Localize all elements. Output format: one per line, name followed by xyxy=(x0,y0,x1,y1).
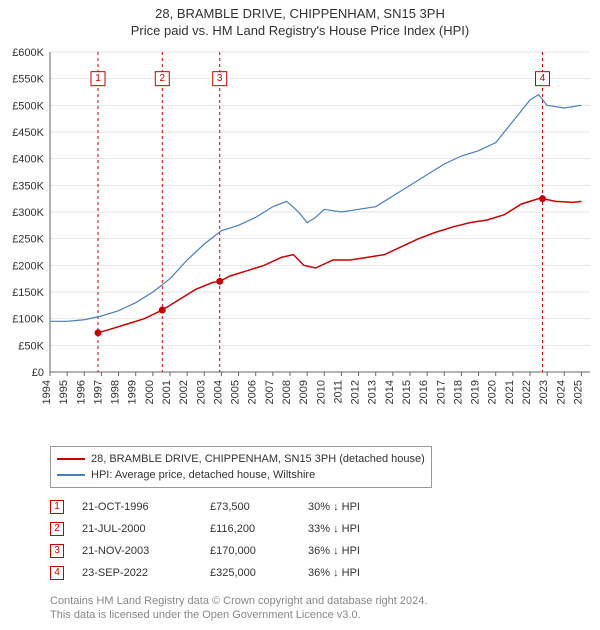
chart-svg: £0 £50K £100K £150K £200K £250K £300K £350K £400… xyxy=(0,42,600,442)
x-tick-label: 2018 xyxy=(452,380,464,404)
x-tick-label: 2023 xyxy=(538,380,550,404)
legend-item: 28, BRAMBLE DRIVE, CHIPPENHAM, SN15 3PH … xyxy=(57,451,425,467)
legend-item: HPI: Average price, detached house, Wilt… xyxy=(57,467,425,483)
sale-marker-3: 3 xyxy=(217,73,223,84)
sales-row: 1 21-OCT-1996 £73,500 30% ↓ HPI xyxy=(50,496,590,518)
y-tick-label: £50K xyxy=(18,340,44,352)
sales-row-marker: 1 xyxy=(50,500,64,514)
x-tick-label: 2014 xyxy=(384,380,396,404)
sale-marker-4: 4 xyxy=(540,73,546,84)
title-main: 28, BRAMBLE DRIVE, CHIPPENHAM, SN15 3PH xyxy=(0,6,600,21)
y-tick-label: £250K xyxy=(12,234,44,246)
x-tick-label: 2010 xyxy=(315,380,327,404)
x-tick-label: 2000 xyxy=(144,380,156,404)
sales-row-price: £325,000 xyxy=(210,562,290,584)
legend-label: 28, BRAMBLE DRIVE, CHIPPENHAM, SN15 3PH … xyxy=(91,451,425,467)
sales-row-price: £73,500 xyxy=(210,496,290,518)
y-tick-label: £400K xyxy=(12,154,44,166)
sale-marker-1: 1 xyxy=(95,73,101,84)
y-tick-label: £0 xyxy=(32,367,44,379)
footnote: Contains HM Land Registry data © Crown c… xyxy=(50,594,590,630)
x-tick-label: 2012 xyxy=(350,380,362,404)
x-tick-label: 1994 xyxy=(41,380,53,404)
legend-swatch xyxy=(57,458,85,460)
sales-row-marker: 2 xyxy=(50,522,64,536)
x-tick-label: 2011 xyxy=(332,380,344,404)
sales-row-pct: 33% ↓ HPI xyxy=(308,518,408,540)
x-tick-label: 1995 xyxy=(58,380,70,404)
y-tick-label: £100K xyxy=(12,314,44,326)
x-tick-label: 2006 xyxy=(247,380,259,404)
x-tick-label: 2022 xyxy=(521,380,533,404)
x-tick-label: 2008 xyxy=(281,380,293,404)
footnote-line1: Contains HM Land Registry data © Crown c… xyxy=(50,594,590,608)
x-tick-label: 2001 xyxy=(161,380,173,404)
y-tick-label: £550K xyxy=(12,74,44,86)
chart: £0 £50K £100K £150K £200K £250K £300K £350K £400… xyxy=(0,42,600,442)
x-tick-label: 2015 xyxy=(401,380,413,404)
sales-row-date: 21-JUL-2000 xyxy=(82,518,192,540)
x-tick-label: 2024 xyxy=(555,380,567,404)
x-tick-label: 2025 xyxy=(572,380,584,404)
x-tick-label: 2007 xyxy=(264,380,276,404)
y-tick-label: £600K xyxy=(12,47,44,59)
sales-row-date: 21-OCT-1996 xyxy=(82,496,192,518)
x-tick-label: 2020 xyxy=(487,380,499,404)
x-tick-label: 2017 xyxy=(435,380,447,404)
x-tick-label: 2005 xyxy=(230,380,242,404)
y-tick-label: £450K xyxy=(12,127,44,139)
x-tick-label: 2002 xyxy=(178,380,190,404)
y-tick-label: £500K xyxy=(12,100,44,112)
x-tick-label: 2003 xyxy=(195,380,207,404)
x-tick-label: 2009 xyxy=(298,380,310,404)
sales-row-price: £116,200 xyxy=(210,518,290,540)
sales-table: 1 21-OCT-1996 £73,500 30% ↓ HPI 2 21-JUL-2000… xyxy=(50,496,590,584)
titles: 28, BRAMBLE DRIVE, CHIPPENHAM, SN15 3PH … xyxy=(0,0,600,42)
x-tick-label: 1997 xyxy=(92,380,104,404)
sales-row-date: 23-SEP-2022 xyxy=(82,562,192,584)
x-tick-label: 2021 xyxy=(504,380,516,404)
title-sub: Price paid vs. HM Land Registry's House … xyxy=(0,23,600,38)
legend-label: HPI: Average price, detached house, Wilt… xyxy=(91,467,315,483)
sales-row-marker: 4 xyxy=(50,566,64,580)
sales-row-pct: 36% ↓ HPI xyxy=(308,562,408,584)
sales-row: 4 23-SEP-2022 £325,000 36% ↓ HPI xyxy=(50,562,590,584)
y-tick-label: £300K xyxy=(12,207,44,219)
y-tick-label: £350K xyxy=(12,180,44,192)
sales-row-price: £170,000 xyxy=(210,540,290,562)
x-tick-label: 1999 xyxy=(127,380,139,404)
x-tick-label: 1996 xyxy=(75,380,87,404)
y-tick-label: £150K xyxy=(12,287,44,299)
x-tick-label: 2004 xyxy=(212,380,224,404)
x-tick-label: 2016 xyxy=(418,380,430,404)
sales-row: 2 21-JUL-2000 £116,200 33% ↓ HPI xyxy=(50,518,590,540)
sales-row-date: 21-NOV-2003 xyxy=(82,540,192,562)
sales-row: 3 21-NOV-2003 £170,000 36% ↓ HPI xyxy=(50,540,590,562)
legend: 28, BRAMBLE DRIVE, CHIPPENHAM, SN15 3PH … xyxy=(50,446,432,488)
y-tick-label: £200K xyxy=(12,260,44,272)
sale-marker-2: 2 xyxy=(160,73,166,84)
chart-container: 28, BRAMBLE DRIVE, CHIPPENHAM, SN15 3PH … xyxy=(0,0,600,630)
sales-row-pct: 30% ↓ HPI xyxy=(308,496,408,518)
legend-swatch xyxy=(57,474,85,476)
x-tick-label: 2013 xyxy=(367,380,379,404)
x-tick-label: 1998 xyxy=(110,380,122,404)
sales-row-pct: 36% ↓ HPI xyxy=(308,540,408,562)
x-tick-label: 2019 xyxy=(470,380,482,404)
sales-row-marker: 3 xyxy=(50,544,64,558)
